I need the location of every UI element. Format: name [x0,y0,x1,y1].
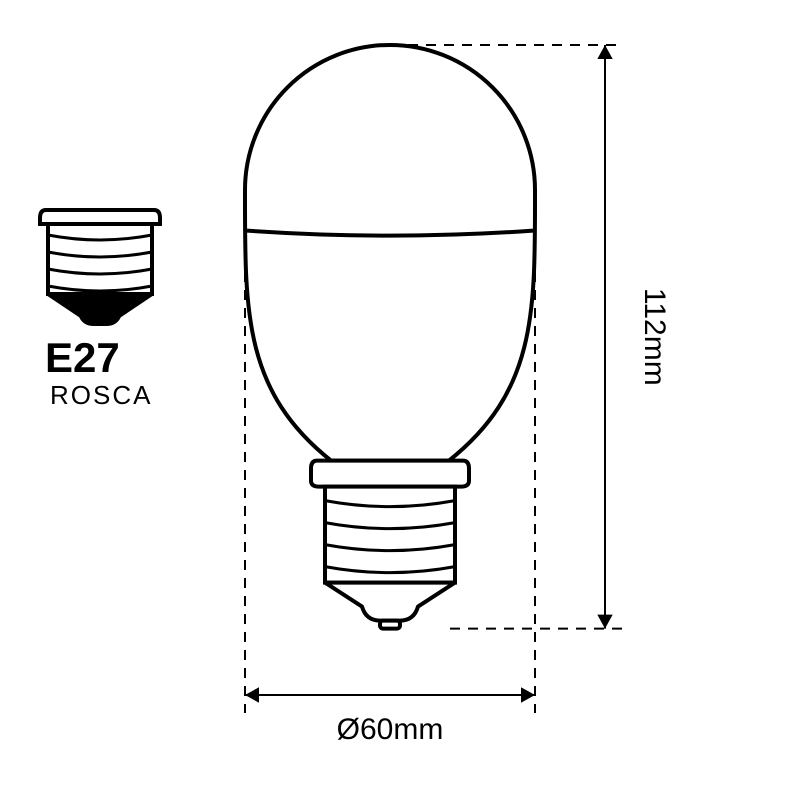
height-label: 112mm [638,288,671,386]
dimension-line [245,687,535,702]
dimension-line [597,45,612,629]
width-label: Ø60mm [337,713,444,746]
bulb-diagram: E27ROSCA Ø60mm 112mm [0,0,800,800]
socket-type-label: ROSCA [50,380,152,410]
bulb-shape [245,45,535,629]
socket-icon: E27ROSCA [40,210,160,410]
socket-code-label: E27 [45,334,120,381]
